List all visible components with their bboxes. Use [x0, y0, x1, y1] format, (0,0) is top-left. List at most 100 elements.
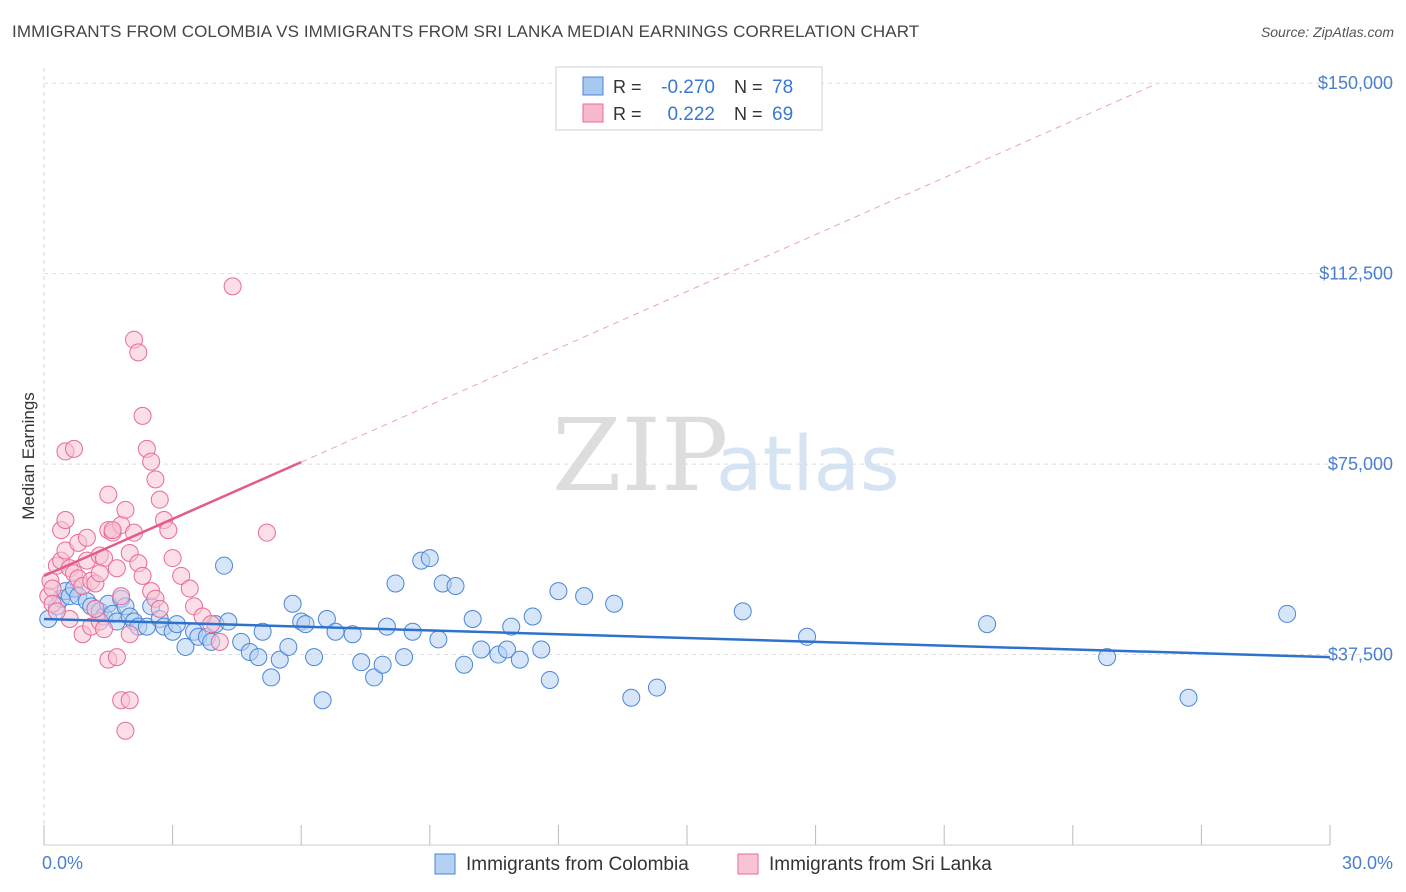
data-point [510, 650, 529, 669]
data-point [352, 653, 371, 672]
data-point [176, 637, 195, 656]
trend-line-srilanka [43, 460, 302, 577]
trend-extension-srilanka [300, 83, 1158, 463]
legend-swatch-srilanka [582, 103, 604, 123]
data-point [502, 617, 521, 636]
legend-r-label-srilanka: R = [613, 104, 642, 124]
data-point [215, 556, 234, 575]
x-tick-label: 0.0% [42, 853, 83, 873]
data-point [99, 485, 118, 504]
legend-bottom-label-srilanka: Immigrants from Sri Lanka [769, 854, 992, 875]
watermark: ZIP atlas [552, 397, 900, 514]
series-colombia [39, 549, 1297, 710]
data-point [257, 523, 276, 542]
data-point [150, 490, 169, 509]
data-point [103, 521, 122, 540]
data-point [262, 668, 281, 687]
data-point [43, 579, 62, 598]
data-point [90, 564, 109, 583]
data-point [65, 439, 84, 458]
legend-n-value-srilanka: 69 [772, 104, 793, 125]
data-point [429, 630, 448, 649]
data-point [253, 622, 272, 641]
y-tick-label: $37,500 [1328, 645, 1393, 665]
data-point [1278, 604, 1297, 623]
data-point [575, 587, 594, 606]
watermark-zip: ZIP [552, 397, 728, 514]
data-point [107, 648, 126, 667]
data-point [133, 566, 152, 585]
legend-bottom-label-colombia: Immigrants from Colombia [466, 854, 689, 875]
series-layer [39, 277, 1297, 740]
data-point [420, 549, 439, 568]
data-point [733, 602, 752, 621]
chart-title: IMMIGRANTS FROM COLOMBIA VS IMMIGRANTS F… [12, 22, 920, 41]
data-point [279, 637, 298, 656]
data-point [403, 622, 422, 641]
series-srilanka [39, 277, 276, 740]
data-point [142, 452, 161, 471]
legend-swatch-colombia [582, 76, 604, 96]
data-point [647, 678, 666, 697]
data-point [395, 648, 414, 667]
data-point [283, 594, 302, 613]
data-point [463, 610, 482, 629]
data-point [116, 721, 135, 740]
legend-r-value-colombia: -0.270 [661, 77, 715, 98]
data-point [1098, 648, 1117, 667]
data-point [455, 655, 474, 674]
x-tick-labels: 0.0% 30.0% [42, 853, 1393, 873]
data-point [180, 579, 199, 598]
legend-n-label-srilanka: N = [734, 104, 763, 124]
data-point [622, 688, 641, 707]
data-point [365, 668, 384, 687]
data-point [446, 577, 465, 595]
data-point [270, 650, 289, 669]
x-tick-label: 30.0% [1342, 853, 1393, 873]
grid [44, 82, 1395, 656]
data-point [249, 648, 268, 667]
legend-bottom: Immigrants from Colombia Immigrants from… [434, 853, 992, 875]
data-point [313, 691, 332, 710]
data-point [219, 612, 238, 631]
axes [43, 68, 1331, 846]
legend-bottom-swatch-colombia [434, 853, 456, 875]
data-point [532, 640, 551, 659]
data-point [47, 602, 66, 621]
data-point [343, 625, 362, 644]
data-point [86, 599, 105, 618]
data-point [540, 670, 559, 689]
y-tick-labels: $37,500 $75,000 $112,500 $150,000 [1318, 73, 1393, 664]
data-point [305, 648, 324, 667]
data-point [978, 615, 997, 634]
data-point [120, 691, 139, 710]
data-point [116, 500, 135, 519]
source-label: Source: ZipAtlas.com [1260, 24, 1394, 40]
legend-top: R = -0.270 N = 78 R = 0.222 N = 69 [555, 66, 823, 131]
data-point [107, 559, 126, 578]
trend-line-colombia [43, 617, 1331, 659]
data-point [223, 277, 242, 296]
data-point [1179, 688, 1198, 707]
data-point [77, 528, 96, 547]
data-point [386, 574, 405, 593]
data-point [163, 549, 182, 568]
trend-layer [43, 83, 1331, 659]
data-point [146, 470, 165, 489]
data-point [373, 655, 392, 674]
data-point [129, 343, 148, 362]
data-point [497, 640, 516, 659]
data-point [377, 617, 396, 636]
legend-n-value-colombia: 78 [772, 77, 793, 98]
data-point [120, 625, 139, 644]
data-point [112, 587, 131, 606]
data-point [210, 632, 229, 651]
legend-r-value-srilanka: 0.222 [667, 104, 715, 125]
data-point [133, 406, 152, 425]
data-point [605, 594, 624, 613]
y-tick-label: $150,000 [1318, 73, 1393, 93]
data-point [172, 566, 191, 585]
y-tick-label: $75,000 [1328, 454, 1393, 474]
data-point [326, 622, 345, 641]
